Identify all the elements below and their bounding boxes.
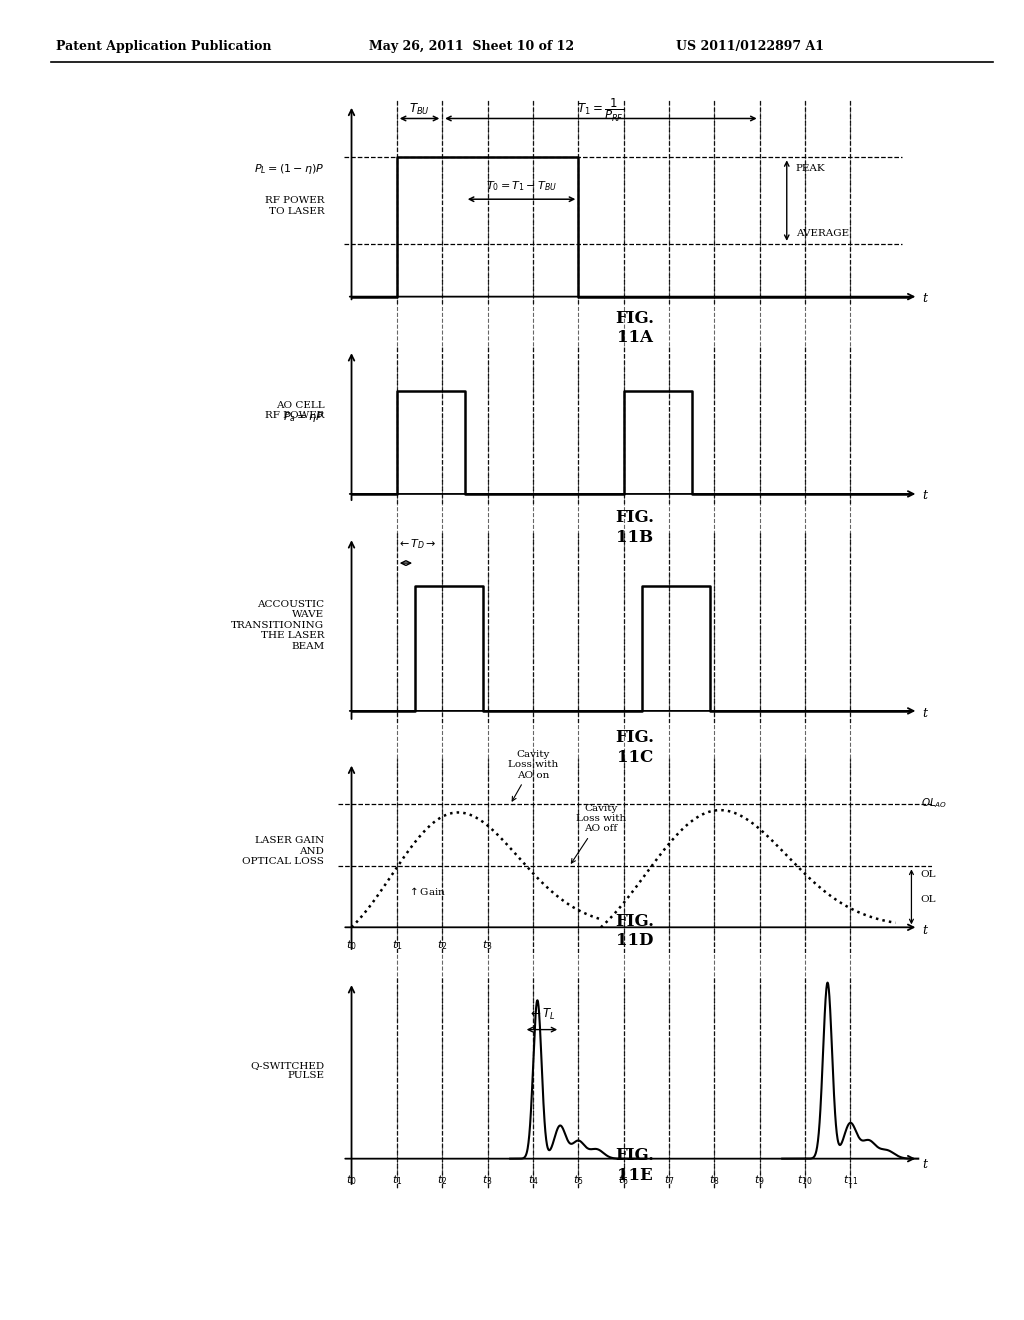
Text: Q-SWITCHED
PULSE: Q-SWITCHED PULSE	[250, 1061, 325, 1080]
Text: $t_6$: $t_6$	[618, 1173, 629, 1187]
Text: $t_4$: $t_4$	[527, 1173, 539, 1187]
Text: $t_8$: $t_8$	[709, 1173, 720, 1187]
Text: Cavity
Loss with
AO on: Cavity Loss with AO on	[508, 750, 558, 801]
Text: $\leftarrow T_L$: $\leftarrow T_L$	[528, 1007, 556, 1022]
Text: $T_0=T_1-T_{BU}$: $T_0=T_1-T_{BU}$	[486, 180, 557, 193]
Text: $T_1=\dfrac{1}{P_{RF}}$: $T_1=\dfrac{1}{P_{RF}}$	[578, 96, 625, 124]
Text: AO CELL
RF POWER: AO CELL RF POWER	[265, 400, 325, 420]
Text: $t_1$: $t_1$	[392, 1173, 402, 1187]
Text: t: t	[923, 924, 928, 937]
Text: FIG.
11B: FIG. 11B	[615, 510, 654, 545]
Text: Patent Application Publication: Patent Application Publication	[56, 40, 271, 53]
Text: $P_a=\eta P$: $P_a=\eta P$	[284, 409, 325, 424]
Text: AVERAGE: AVERAGE	[796, 230, 849, 238]
Text: $t_2$: $t_2$	[437, 939, 447, 952]
Text: $\uparrow$Gain: $\uparrow$Gain	[407, 884, 445, 896]
Text: t: t	[923, 292, 928, 305]
Text: Cavity
Loss with
AO off: Cavity Loss with AO off	[571, 804, 626, 863]
Text: t: t	[923, 1158, 928, 1171]
Text: RF POWER
TO LASER: RF POWER TO LASER	[265, 197, 325, 216]
Text: $t_0$: $t_0$	[346, 1173, 356, 1187]
Text: OL: OL	[921, 870, 936, 879]
Text: $T_{BU}$: $T_{BU}$	[410, 102, 430, 117]
Text: $t_{11}$: $t_{11}$	[843, 1173, 858, 1187]
Text: FIG.
11A: FIG. 11A	[615, 310, 654, 346]
Text: OL: OL	[921, 895, 936, 904]
Text: $t_1$: $t_1$	[391, 939, 402, 952]
Text: PEAK: PEAK	[796, 165, 825, 173]
Text: $t_{10}$: $t_{10}$	[797, 1173, 813, 1187]
Text: $P_L=(1-\eta)P$: $P_L=(1-\eta)P$	[254, 161, 325, 176]
Text: $t_2$: $t_2$	[437, 1173, 447, 1187]
Text: $t_0$: $t_0$	[346, 939, 357, 952]
Text: FIG.
11C: FIG. 11C	[615, 729, 654, 766]
Text: $t_3$: $t_3$	[482, 939, 493, 952]
Text: ACCOUSTIC
WAVE
TRANSITIONING
THE LASER
BEAM: ACCOUSTIC WAVE TRANSITIONING THE LASER B…	[231, 601, 325, 651]
Text: $t_5$: $t_5$	[573, 1173, 584, 1187]
Text: FIG.
11E: FIG. 11E	[615, 1147, 654, 1184]
Text: $t_3$: $t_3$	[482, 1173, 493, 1187]
Text: US 2011/0122897 A1: US 2011/0122897 A1	[676, 40, 824, 53]
Text: $\leftarrow T_D\rightarrow$: $\leftarrow T_D\rightarrow$	[397, 537, 436, 552]
Text: t: t	[923, 490, 928, 502]
Text: May 26, 2011  Sheet 10 of 12: May 26, 2011 Sheet 10 of 12	[369, 40, 573, 53]
Text: $t_7$: $t_7$	[664, 1173, 674, 1187]
Text: FIG.
11D: FIG. 11D	[615, 912, 654, 949]
Text: t: t	[923, 708, 928, 721]
Text: $t_9$: $t_9$	[755, 1173, 765, 1187]
Text: $OL_{AO}$: $OL_{AO}$	[921, 796, 947, 810]
Text: LASER GAIN
AND
OPTICAL LOSS: LASER GAIN AND OPTICAL LOSS	[243, 837, 325, 866]
